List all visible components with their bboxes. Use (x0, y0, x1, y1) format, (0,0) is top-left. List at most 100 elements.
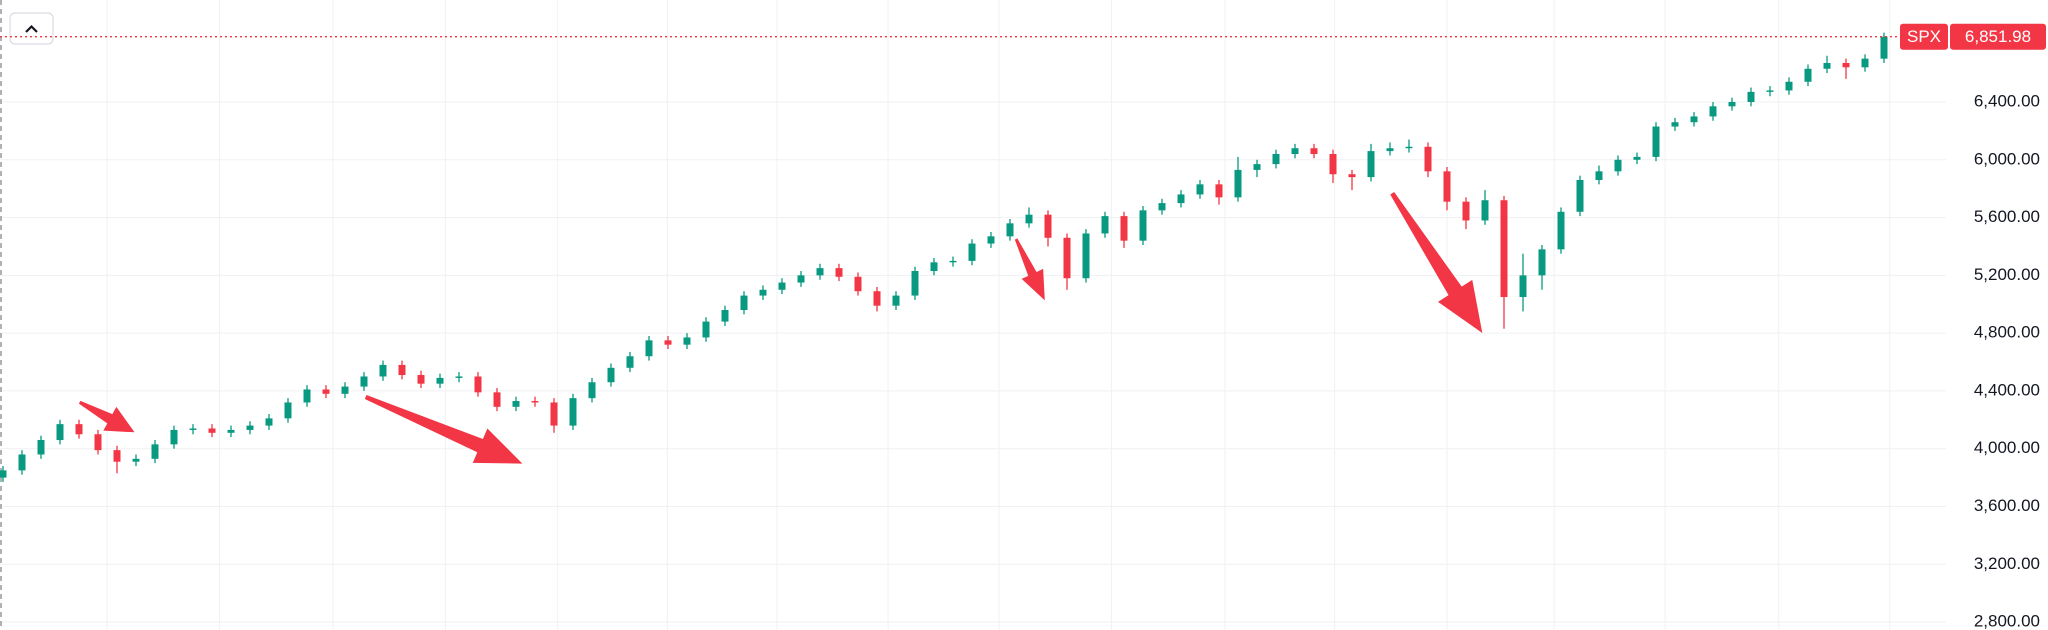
y-tick-label: 2,800.00 (1974, 612, 2040, 630)
candle-body (1006, 223, 1014, 237)
candle-body (1234, 169, 1242, 198)
y-tick-label: 6,000.00 (1974, 149, 2040, 168)
candle-body (1025, 214, 1033, 224)
candle-body (854, 276, 862, 292)
candle-body (1747, 91, 1755, 102)
candle-body (474, 376, 482, 393)
candle-body (189, 428, 197, 430)
y-tick-label: 5,600.00 (1974, 207, 2040, 226)
arrow (1390, 192, 1483, 334)
candle-body (531, 401, 539, 403)
candle-body (626, 356, 634, 368)
candles (0, 32, 1888, 482)
candle-body (1766, 90, 1774, 92)
candle-body (1177, 194, 1185, 204)
candle-body (1785, 81, 1793, 91)
y-tick-label: 6,400.00 (1974, 91, 2040, 110)
candle-body (1291, 148, 1299, 154)
candle-body (1348, 174, 1356, 178)
y-tick-label: 3,200.00 (1974, 554, 2040, 573)
candle-body (1823, 62, 1831, 69)
candle-body (835, 268, 843, 277)
candle-body (1329, 153, 1337, 175)
candle-body (892, 295, 900, 306)
candle-body (75, 424, 83, 435)
candle-body (1576, 180, 1584, 212)
candle-body (1367, 151, 1375, 178)
candle-body (1139, 210, 1147, 241)
price-tag: SPX 6,851.98 (0, 23, 2046, 50)
candle-body (968, 243, 976, 261)
candle-body (132, 458, 140, 462)
candle-body (1481, 200, 1489, 221)
arrow (364, 395, 523, 464)
candle-body (284, 402, 292, 419)
y-tick-label: 4,000.00 (1974, 438, 2040, 457)
candle-body (797, 275, 805, 283)
candle-body (1424, 146, 1432, 172)
candle-body (1272, 153, 1280, 165)
candle-body (1196, 184, 1204, 195)
candle-body (1462, 201, 1470, 221)
candle-body (664, 340, 672, 345)
candle-body (569, 398, 577, 426)
candle-body (1861, 58, 1869, 68)
candle-body (1215, 184, 1223, 198)
candle-body (911, 271, 919, 296)
candle-body (246, 425, 254, 430)
candle-body (816, 268, 824, 276)
candle-body (1880, 36, 1888, 59)
candle-body (1728, 101, 1736, 107)
button-frame[interactable] (9, 12, 54, 45)
candle-body (1671, 122, 1679, 127)
candle-body (1386, 148, 1394, 152)
candle-body (265, 418, 273, 426)
candle-body (949, 260, 957, 263)
candle-body (1842, 62, 1850, 68)
candle-body (1158, 203, 1166, 211)
candle-body (607, 367, 615, 383)
candle-body (94, 434, 102, 451)
candle-body (1405, 146, 1413, 149)
time-grid (106, 0, 1891, 630)
candle-body (1538, 249, 1546, 276)
symbol-label: SPX (1907, 27, 1941, 46)
candle-body (930, 262, 938, 272)
candle-body (645, 340, 653, 357)
y-tick-label: 3,600.00 (1974, 496, 2040, 515)
candle-body (322, 389, 330, 394)
candle-body (1101, 216, 1109, 234)
candle-body (1652, 126, 1660, 157)
candle-body (360, 376, 368, 387)
candle-body (37, 440, 45, 455)
candle-body (759, 289, 767, 296)
candle-body (170, 429, 178, 445)
candle-body (550, 402, 558, 426)
candle-body (702, 321, 710, 338)
candle-body (1063, 237, 1071, 279)
candle-body (151, 444, 159, 459)
collapse-button[interactable] (9, 12, 54, 45)
arrow (78, 400, 135, 433)
candle-body (398, 364, 406, 376)
candle-body (1500, 200, 1508, 298)
candle-body (1557, 211, 1565, 250)
candle-body (512, 401, 520, 407)
candle-body (227, 429, 235, 433)
candle-body (873, 291, 881, 306)
candle-body (208, 428, 216, 433)
candle-body (683, 337, 691, 345)
candle-body (778, 282, 786, 290)
candle-body (455, 376, 463, 378)
price-axis: 2,800.00 3,200.00 3,600.00 4,000.00 4,400.00… (1974, 91, 2040, 630)
candle-body (721, 310, 729, 322)
price-badge (1950, 23, 2046, 50)
candle-body (341, 386, 349, 394)
candle-body (1614, 159, 1622, 172)
y-tick-label: 4,800.00 (1974, 323, 2040, 342)
candle-body (1804, 68, 1812, 82)
y-tick-label: 5,200.00 (1974, 265, 2040, 284)
candle-body (1633, 156, 1641, 160)
